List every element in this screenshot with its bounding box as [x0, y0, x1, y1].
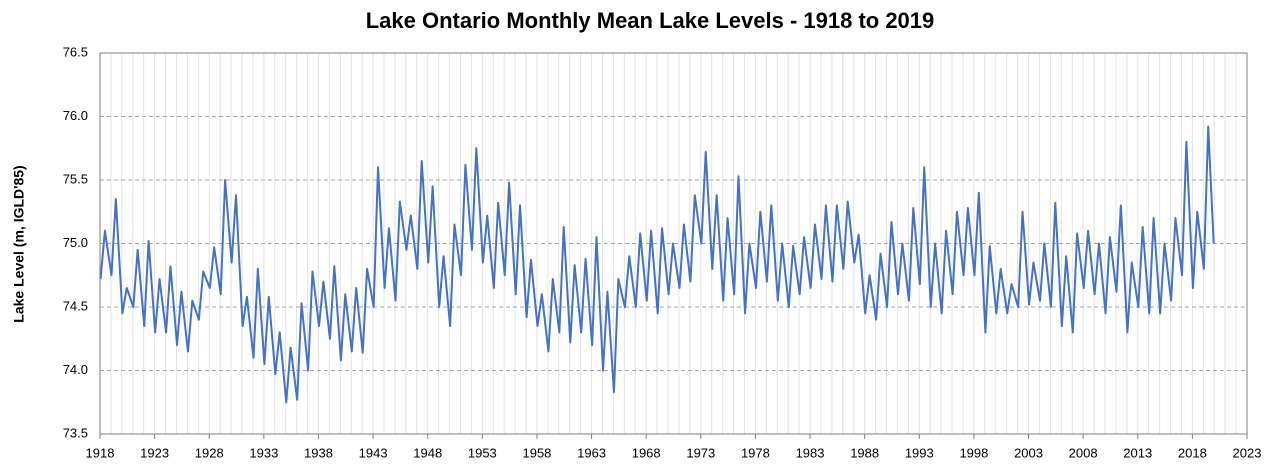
- x-tick-label: 1938: [304, 445, 333, 460]
- x-tick-label: 1953: [468, 445, 497, 460]
- x-tick-label: 2018: [1178, 445, 1207, 460]
- y-tick-label: 76.5: [63, 44, 88, 59]
- x-tick-label: 1928: [195, 445, 224, 460]
- x-tick-label: 1963: [577, 445, 606, 460]
- x-tick-label: 1968: [632, 445, 661, 460]
- x-tick-label: 2023: [1233, 445, 1262, 460]
- x-tick-label: 2003: [1014, 445, 1043, 460]
- y-tick-label: 75.5: [63, 171, 88, 186]
- x-tick-label: 1918: [86, 445, 115, 460]
- x-tick-label: 1998: [959, 445, 988, 460]
- chart-title: Lake Ontario Monthly Mean Lake Levels - …: [366, 8, 935, 33]
- x-tick-label: 1983: [796, 445, 825, 460]
- x-tick-label: 1948: [413, 445, 442, 460]
- x-tick-label: 1978: [741, 445, 770, 460]
- x-tick-label: 2013: [1123, 445, 1152, 460]
- x-tick-label: 1943: [359, 445, 388, 460]
- x-tick-label: 1933: [249, 445, 278, 460]
- y-tick-label: 74.5: [63, 298, 88, 313]
- y-tick-label: 75.0: [63, 235, 88, 250]
- x-tick-label: 1958: [522, 445, 551, 460]
- y-tick-label: 74.0: [63, 362, 88, 377]
- x-tick-label: 1993: [905, 445, 934, 460]
- x-tick-label: 2008: [1069, 445, 1098, 460]
- y-tick-label: 76.0: [63, 108, 88, 123]
- x-tick-label: 1923: [140, 445, 169, 460]
- x-tick-label: 1973: [686, 445, 715, 460]
- series-line: [99, 125, 1215, 404]
- plot-frame: [99, 52, 1248, 435]
- x-tick-label: 1988: [850, 445, 879, 460]
- y-axis-label: Lake Level (m, IGLD'85): [11, 165, 27, 322]
- y-tick-label: 73.5: [63, 425, 88, 440]
